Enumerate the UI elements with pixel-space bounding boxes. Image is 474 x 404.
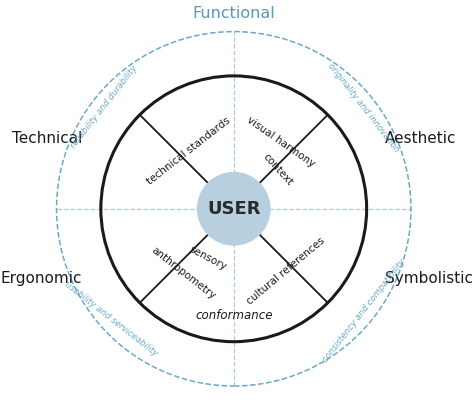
Text: originality and innovation: originality and innovation <box>326 61 401 154</box>
Text: anthropometry: anthropometry <box>150 245 218 301</box>
Text: visual harmony: visual harmony <box>245 115 316 169</box>
Text: consistency and compatibility: consistency and compatibility <box>320 257 407 364</box>
Text: Ergonomic: Ergonomic <box>1 271 82 286</box>
Text: cultural references: cultural references <box>245 236 327 307</box>
Text: usability and serviceability: usability and serviceability <box>63 280 159 358</box>
Text: Functional: Functional <box>192 6 275 21</box>
Text: technical standards: technical standards <box>145 115 232 186</box>
Text: sensory: sensory <box>187 244 228 272</box>
Text: context: context <box>261 151 294 187</box>
Text: USER: USER <box>207 200 261 218</box>
Text: Technical: Technical <box>12 131 82 146</box>
Text: Symbolistic: Symbolistic <box>385 271 473 286</box>
Text: conformance: conformance <box>195 309 273 322</box>
Text: reliability and durability: reliability and durability <box>69 64 139 150</box>
Circle shape <box>197 172 271 246</box>
Text: Aesthetic: Aesthetic <box>385 131 456 146</box>
